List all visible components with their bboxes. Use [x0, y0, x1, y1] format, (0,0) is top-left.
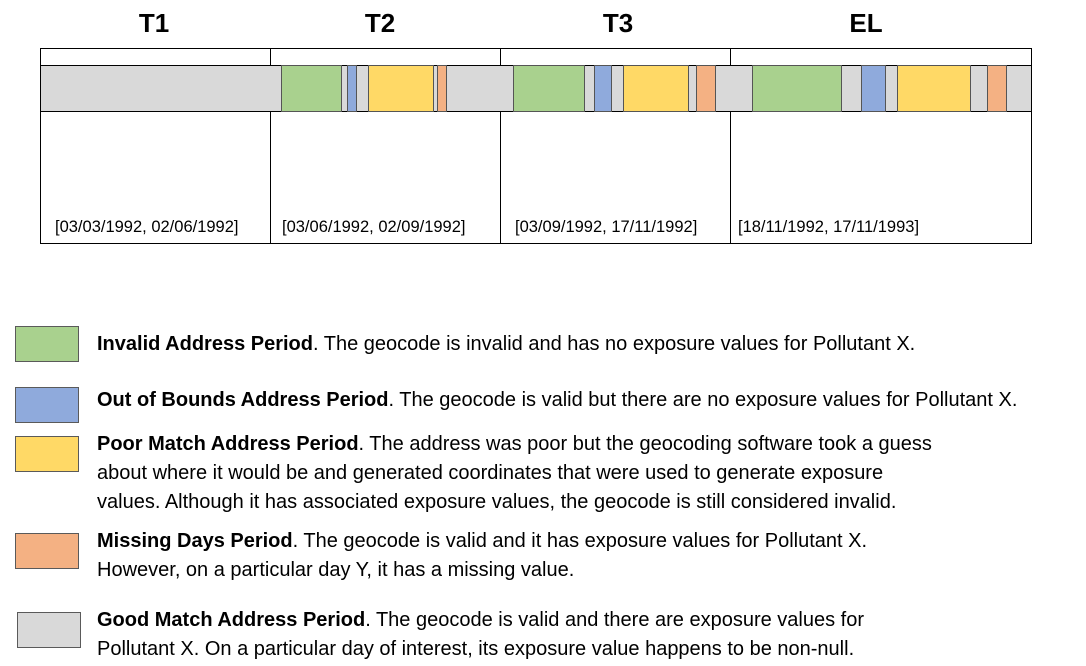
legend-desc-poor-match-1: . The address was poor but the geocoding…	[358, 433, 932, 455]
segment-t2-poor-match	[368, 65, 434, 112]
segment-t3-poor-match	[623, 65, 689, 112]
legend-desc-good-match-1: . The geocode is valid and there are exp…	[365, 609, 865, 631]
timeline-diagram	[40, 48, 1032, 244]
legend-desc-out-of-bounds: . The geocode is valid but there are no …	[388, 389, 1018, 411]
legend-desc-poor-match-3: values. Although it has associated expos…	[97, 491, 897, 513]
segment-t2-missing-days	[437, 65, 447, 112]
segment-t3-missing-days	[696, 65, 716, 112]
segment-el-missing-days	[987, 65, 1007, 112]
legend-swatch-missing-days	[15, 533, 79, 569]
legend-desc-invalid: . The geocode is invalid and has no expo…	[313, 333, 916, 355]
legend-entry-missing-days: Missing Days Period. The geocode is vali…	[97, 527, 867, 585]
legend-entry-out-of-bounds: Out of Bounds Address Period. The geocod…	[97, 386, 1017, 415]
legend-title-out-of-bounds: Out of Bounds Address Period	[97, 389, 389, 411]
segment-t2-out-of-bounds	[347, 65, 357, 112]
legend-entry-poor-match: Poor Match Address Period. The address w…	[97, 430, 932, 517]
legend-desc-missing-days-2: However, on a particular day Y, it has a…	[97, 559, 575, 581]
period-range-el: [18/11/1992, 17/11/1993]	[738, 218, 920, 236]
legend-title-poor-match: Poor Match Address Period	[97, 433, 359, 455]
legend-desc-good-match-2: Pollutant X. On a particular day of inte…	[97, 638, 855, 660]
legend-entry-invalid: Invalid Address Period. The geocode is i…	[97, 330, 915, 359]
legend-desc-missing-days-1: . The geocode is valid and it has exposu…	[292, 530, 868, 552]
segment-el-out-of-bounds	[861, 65, 886, 112]
period-range-t2: [03/06/1992, 02/09/1992]	[282, 218, 466, 236]
legend-swatch-invalid	[15, 326, 79, 362]
legend-entry-good-match: Good Match Address Period. The geocode i…	[97, 606, 864, 664]
period-title-t1: T1	[138, 8, 170, 38]
legend-swatch-out-of-bounds	[15, 387, 79, 423]
period-title-t3: T3	[602, 8, 634, 38]
legend-swatch-good-match	[17, 612, 81, 648]
legend-desc-poor-match-2: about where it would be and generated co…	[97, 462, 884, 484]
legend-title-missing-days: Missing Days Period	[97, 530, 293, 552]
period-range-t3: [03/09/1992, 17/11/1992]	[515, 218, 698, 236]
period-title-t2: T2	[364, 8, 396, 38]
segment-t3-invalid	[513, 65, 585, 112]
segment-el-poor-match	[897, 65, 971, 112]
legend-title-invalid: Invalid Address Period	[97, 333, 313, 355]
segment-t2-invalid	[281, 65, 342, 112]
period-range-t1: [03/03/1992, 02/06/1992]	[55, 218, 239, 236]
segment-t3-out-of-bounds	[594, 65, 612, 112]
legend-title-good-match: Good Match Address Period	[97, 609, 366, 631]
segment-el-invalid	[752, 65, 842, 112]
period-title-el: EL	[849, 8, 883, 38]
legend-swatch-poor-match	[15, 436, 79, 472]
